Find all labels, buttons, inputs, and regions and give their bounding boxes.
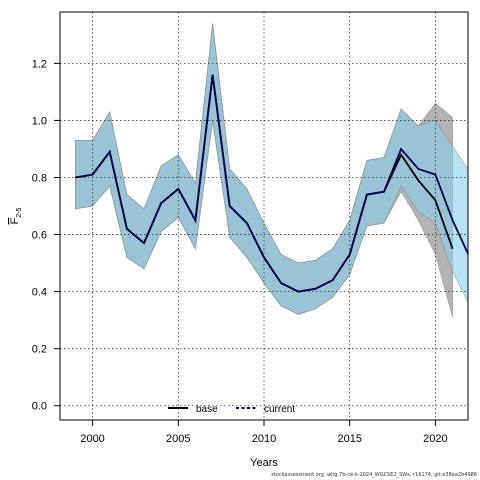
x-tick-label-2015: 2015: [337, 433, 361, 445]
series-lines: [75, 74, 468, 293]
svg-text:F2-5: F2-5: [9, 207, 23, 224]
x-axis: 2000 2005 2010 2015 2020: [80, 420, 448, 445]
y-tick-label-4: 0.8: [32, 172, 47, 184]
line-current: [75, 74, 468, 293]
y-tick-label-5: 1.0: [32, 115, 47, 127]
band-current: [75, 23, 468, 315]
x-tick-label-2020: 2020: [423, 433, 447, 445]
x-tick-label-2010: 2010: [252, 433, 276, 445]
y-tick-label-6: 1.2: [32, 58, 47, 70]
y-tick-label-0: 0.0: [32, 401, 47, 413]
confidence-bands: [75, 23, 468, 318]
y-tick-label-1: 0.2: [32, 344, 47, 356]
y-axis: 0.0 0.2 0.4 0.6 0.8 1.0 1.2: [32, 58, 60, 413]
y-tick-label-2: 0.4: [32, 287, 47, 299]
footer-credit: stockassessment.org, whg.7b-ce-k-2024_WG…: [271, 472, 477, 478]
grid-lines: [60, 12, 468, 420]
legend: base current: [168, 404, 295, 415]
x-tick-label-2000: 2000: [80, 433, 104, 445]
legend-label-current: current: [264, 404, 295, 415]
y-tick-label-3: 0.6: [32, 230, 47, 242]
x-tick-label-2005: 2005: [166, 433, 190, 445]
y-axis-label-main: F: [9, 217, 21, 224]
legend-label-base: base: [196, 404, 218, 415]
x-axis-label: Years: [250, 457, 278, 469]
y-axis-label: F2-5: [9, 207, 23, 224]
y-axis-label-subscript: 2-5: [16, 207, 23, 217]
